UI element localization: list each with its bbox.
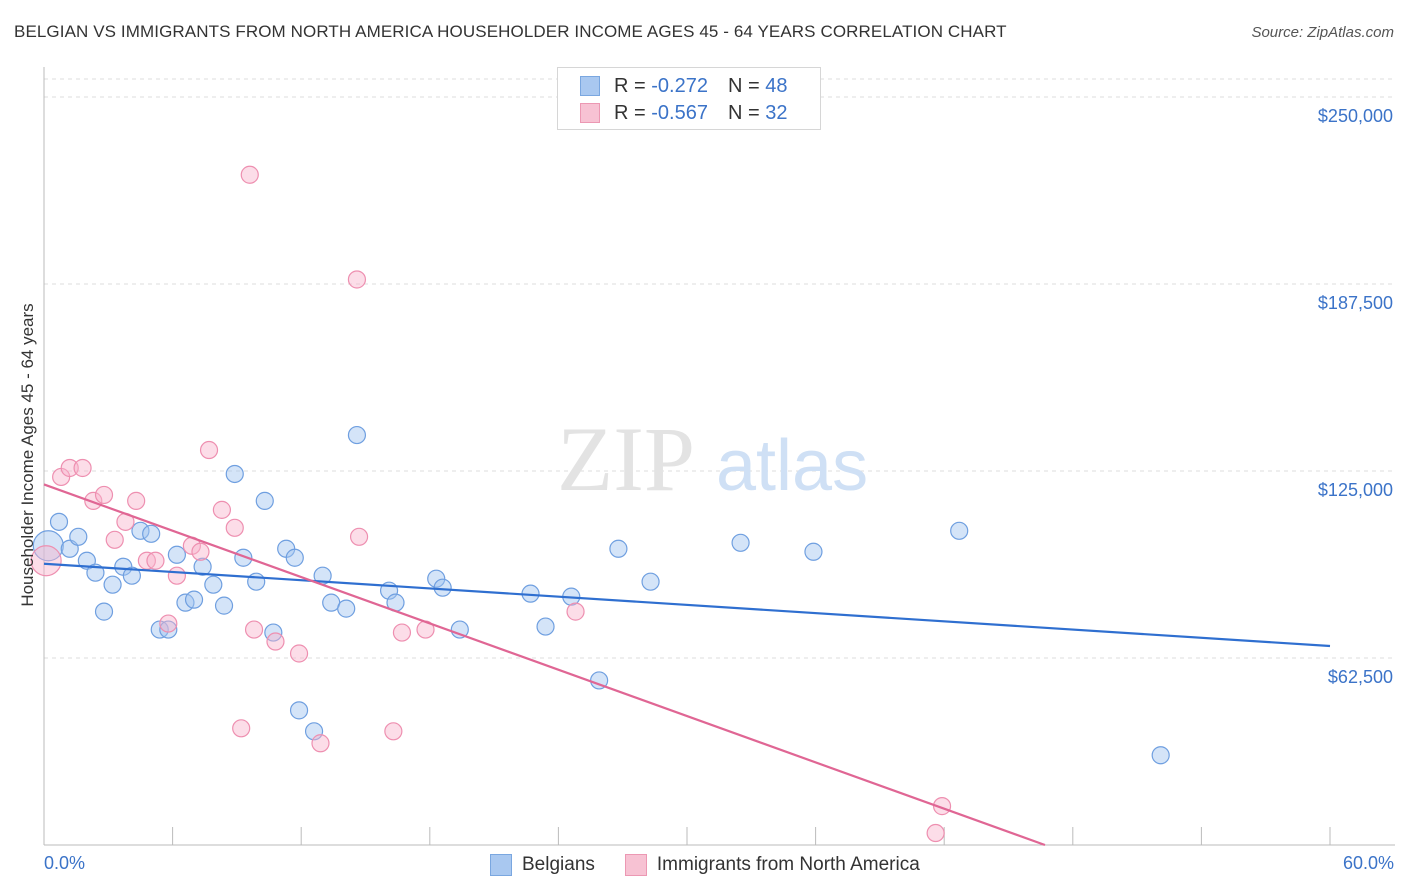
belgians-trendline (43, 562, 1331, 648)
stats-row-immigrants: R = -0.567 N = 32 (580, 99, 787, 127)
belgian-point (950, 521, 969, 540)
belgian-point (234, 548, 253, 567)
r-label: R = (614, 74, 646, 97)
immigrant-point (94, 485, 114, 505)
belgian-point (193, 557, 212, 576)
belgian-point (609, 539, 628, 558)
r-label: R = (614, 101, 646, 124)
belgian-point (289, 701, 309, 720)
immigrant-point (347, 270, 367, 289)
immigrant-point (266, 632, 285, 651)
y-tick-label: $125,000 (1318, 480, 1393, 500)
belgian-point (142, 524, 161, 543)
belgians-swatch (580, 76, 600, 96)
immigrant-point (159, 614, 178, 633)
series-legend: Belgians Immigrants from North America (490, 852, 950, 878)
legend-label: Belgians (522, 854, 595, 875)
n-label: N = (727, 74, 760, 97)
belgian-point (159, 620, 178, 639)
immigrant-point (127, 491, 146, 510)
belgian-point (247, 572, 266, 591)
immigrant-point (167, 566, 186, 585)
belgian-point (225, 464, 244, 484)
y-tick-label: $250,000 (1318, 106, 1393, 126)
immigrant-point (105, 530, 124, 549)
belgian-point (131, 521, 150, 540)
belgian-point (103, 575, 122, 594)
stats-legend: R = -0.272 N = 48 R = -0.567 N = 32 (557, 67, 821, 130)
immigrants-trendline (43, 483, 1046, 847)
trend-lines (43, 483, 1331, 847)
immigrant-point (30, 545, 62, 577)
immigrant-point (240, 165, 259, 184)
watermark-zip: ZIP (557, 408, 695, 510)
immigrant-point (60, 458, 79, 478)
belgian-point (69, 527, 88, 546)
immigrant-point (191, 542, 210, 561)
y-tick-labels: $62,500 $125,000 $187,500 $250,000 (1318, 106, 1393, 687)
n-value: 48 (765, 74, 788, 97)
immigrant-point (73, 458, 92, 478)
belgian-point (285, 548, 304, 567)
immigrant-point (244, 620, 264, 639)
immigrants-swatch (624, 854, 647, 876)
belgian-point (94, 602, 114, 621)
belgians-swatch (490, 854, 512, 876)
belgian-point (347, 425, 367, 445)
belgian-point (86, 563, 105, 582)
source-credit: Source: ZipAtlas.com (1251, 24, 1394, 41)
y-axis-label: Householder Income Ages 45 - 64 years (18, 303, 37, 607)
belgian-point (433, 578, 452, 597)
belgian-point (167, 545, 186, 564)
y-tick-label: $62,500 (1328, 667, 1393, 687)
y-tick-label: $187,500 (1318, 293, 1393, 313)
chart-title: BELGIAN VS IMMIGRANTS FROM NORTH AMERICA… (14, 22, 1007, 41)
r-value: -0.272 (651, 74, 708, 97)
belgian-point (427, 569, 446, 588)
watermark: ZIP atlas (557, 408, 868, 510)
belgian-point (641, 572, 660, 591)
stats-row-belgians: R = -0.272 N = 48 (580, 72, 787, 100)
n-value: 32 (765, 101, 788, 124)
immigrant-point (349, 527, 369, 546)
immigrant-point (199, 440, 219, 460)
belgian-point (122, 566, 141, 585)
immigrants-swatch (580, 103, 600, 123)
belgian-point (731, 533, 750, 552)
belgian-point (337, 599, 356, 618)
immigrant-point (566, 602, 585, 621)
belgian-point (255, 491, 274, 510)
immigrant-point (232, 719, 251, 738)
x-tick-left: 0.0% (44, 853, 86, 873)
immigrant-point (926, 823, 945, 843)
x-tick-right: 60.0% (1342, 853, 1394, 873)
immigrant-point (212, 500, 231, 519)
belgian-point (536, 617, 555, 636)
immigrant-point (311, 734, 330, 753)
immigrant-point (384, 722, 403, 741)
watermark-atlas: atlas (716, 426, 868, 506)
legend-item-immigrants: Immigrants from North America (624, 854, 920, 876)
belgian-point (804, 542, 823, 561)
belgian-point (204, 575, 223, 594)
immigrant-point (146, 551, 165, 570)
immigrant-point (392, 623, 412, 642)
immigrant-point (289, 644, 309, 663)
legend-label: Immigrants from North America (656, 854, 920, 875)
legend-item-belgians: Belgians (490, 854, 595, 876)
gridlines (44, 78, 1395, 659)
axes (43, 67, 1395, 846)
belgian-point (1151, 746, 1170, 765)
belgian-point (49, 512, 69, 531)
belgian-point (214, 596, 234, 615)
belgian-point (184, 590, 204, 609)
n-label: N = (727, 101, 760, 124)
immigrant-point (84, 491, 103, 510)
immigrant-point (225, 518, 244, 537)
r-value: -0.567 (651, 101, 708, 124)
